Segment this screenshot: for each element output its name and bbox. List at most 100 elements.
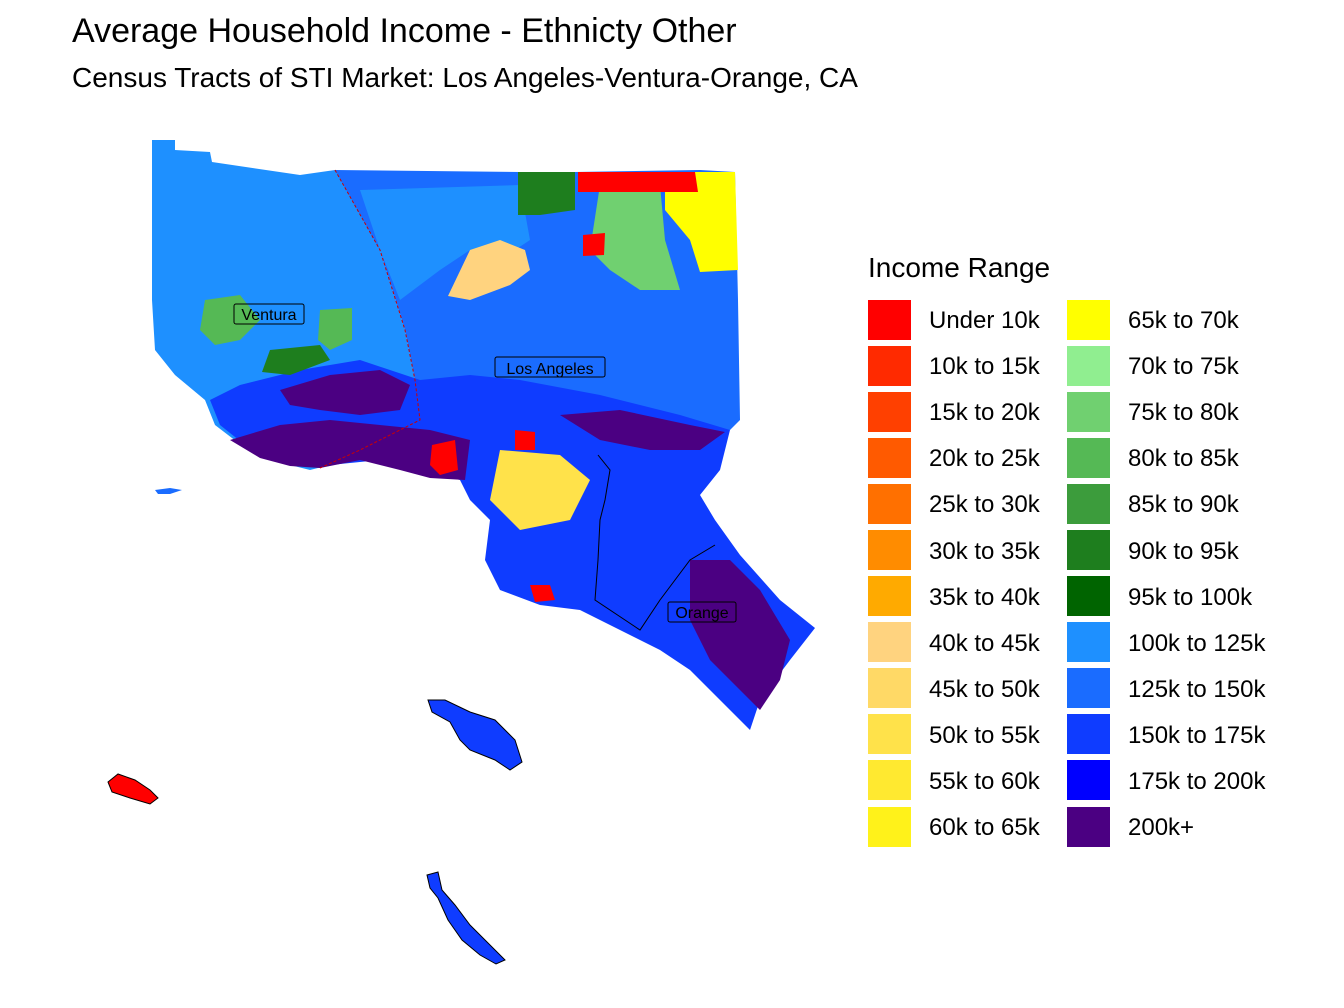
legend-label: 40k to 45k	[929, 629, 1040, 657]
legend-item: Under 10k	[868, 298, 1049, 344]
legend-item: 85k to 90k	[1067, 482, 1278, 528]
legend-label: 45k to 50k	[929, 675, 1040, 703]
svg-text:Orange: Orange	[675, 605, 728, 622]
dark-green-region-ventura	[262, 345, 330, 375]
legend-label: 65k to 70k	[1128, 307, 1239, 335]
legend-swatch	[1067, 299, 1110, 343]
legend-swatch	[868, 806, 911, 850]
legend-label: 125k to 150k	[1128, 675, 1266, 703]
legend-label: 175k to 200k	[1128, 767, 1266, 795]
red-region-north	[578, 172, 698, 192]
red-region-palmdale	[583, 233, 605, 256]
legend-item: 150k to 175k	[1067, 713, 1278, 759]
legend-swatch	[868, 714, 911, 758]
la-orange-boundary	[594, 454, 716, 631]
legend-label: 95k to 100k	[1128, 583, 1253, 611]
legend-label: 35k to 40k	[929, 583, 1040, 611]
legend-item: 80k to 85k	[1067, 436, 1278, 482]
legend-swatch	[868, 345, 911, 389]
legend-item: 95k to 100k	[1067, 575, 1278, 621]
legend: Income Range Under 10k 10k to 15k 15k to 2…	[868, 252, 1278, 851]
high-income-pasadena-region	[560, 410, 725, 450]
legend-swatch	[868, 622, 911, 666]
legend-column-2: 65k to 70k 70k to 75k 75k to 80k 80k to 85k…	[1067, 298, 1278, 851]
green-region-ventura	[200, 295, 260, 345]
green-region-north	[590, 185, 680, 290]
legend-swatch	[868, 530, 911, 574]
legend-swatch	[1067, 345, 1110, 389]
yellow-region-northeast	[665, 172, 738, 272]
santa-catalina-island	[427, 699, 523, 771]
legend-swatch	[1067, 714, 1110, 758]
map-subtitle: Census Tracts of STI Market: Los Angeles…	[72, 62, 858, 93]
legend-item: 90k to 95k	[1067, 528, 1278, 574]
svg-text:Los Angeles: Los Angeles	[506, 361, 593, 378]
map-title: Average Household Income - Ethnicty Othe…	[72, 12, 737, 50]
red-region-downtown	[515, 430, 535, 450]
legend-item: 50k to 55k	[868, 713, 1049, 759]
san-clemente-island	[426, 871, 506, 965]
legend-swatch	[1067, 530, 1110, 574]
legend-swatch	[1067, 806, 1110, 850]
legend-item: 40k to 45k	[868, 621, 1049, 667]
legend-label: 55k to 60k	[929, 767, 1040, 795]
county-label-ventura: Ventura	[233, 303, 305, 325]
legend-label: 75k to 80k	[1128, 399, 1239, 427]
legend-item: 125k to 150k	[1067, 667, 1278, 713]
legend-item: 60k to 65k	[868, 805, 1049, 851]
legend-label: 30k to 35k	[929, 537, 1040, 565]
legend-swatch	[1067, 437, 1110, 481]
legend-label: 20k to 25k	[929, 445, 1040, 473]
red-region-malibu	[430, 440, 458, 475]
legend-item: 30k to 35k	[868, 528, 1049, 574]
anacapa-island	[155, 488, 182, 494]
legend-item: 65k to 70k	[1067, 298, 1278, 344]
legend-swatch	[868, 437, 911, 481]
legend-label: 25k to 30k	[929, 491, 1040, 519]
legend-item: 55k to 60k	[868, 759, 1049, 805]
legend-label: 50k to 55k	[929, 721, 1040, 749]
green-region-ventura-2	[318, 308, 352, 350]
legend-item: 175k to 200k	[1067, 759, 1278, 805]
county-label-los-angeles: Los Angeles	[494, 356, 606, 378]
legend-label: Under 10k	[929, 307, 1040, 335]
yellow-region-center	[490, 450, 590, 530]
legend-item: 15k to 20k	[868, 390, 1049, 436]
legend-item: 100k to 125k	[1067, 621, 1278, 667]
legend-swatch	[868, 299, 911, 343]
tan-region-antelope	[448, 240, 530, 300]
legend-swatch	[1067, 483, 1110, 527]
legend-item: 200k+	[1067, 805, 1278, 851]
legend-swatch	[1067, 576, 1110, 620]
legend-swatch	[1067, 760, 1110, 804]
legend-item: 20k to 25k	[868, 436, 1049, 482]
legend-label: 80k to 85k	[1128, 445, 1239, 473]
legend-label: 150k to 175k	[1128, 721, 1266, 749]
svg-text:Ventura: Ventura	[241, 307, 296, 324]
legend-swatch	[1067, 391, 1110, 435]
legend-label: 200k+	[1128, 814, 1195, 842]
legend-swatch	[868, 760, 911, 804]
high-income-coastal-region	[230, 420, 470, 480]
legend-swatch	[868, 668, 911, 712]
legend-item: 35k to 40k	[868, 575, 1049, 621]
legend-swatch	[868, 483, 911, 527]
legend-swatch	[1067, 668, 1110, 712]
legend-title: Income Range	[868, 252, 1051, 283]
legend-swatch	[1067, 622, 1110, 666]
dark-green-region-north	[518, 172, 575, 215]
legend-label: 70k to 75k	[1128, 353, 1239, 381]
legend-label: 85k to 90k	[1128, 491, 1239, 519]
legend-swatch	[868, 576, 911, 620]
legend-swatch	[868, 391, 911, 435]
ventura-la-boundary	[319, 169, 421, 469]
legend-label: 90k to 95k	[1128, 537, 1239, 565]
high-income-orange-region	[690, 560, 790, 710]
mojave-region	[360, 185, 530, 300]
legend-label: 10k to 15k	[929, 353, 1040, 381]
legend-item: 10k to 15k	[868, 344, 1049, 390]
legend-label: 60k to 65k	[929, 814, 1040, 842]
legend-item: 25k to 30k	[868, 482, 1049, 528]
red-region-long-beach	[530, 585, 555, 602]
legend-item: 75k to 80k	[1067, 390, 1278, 436]
